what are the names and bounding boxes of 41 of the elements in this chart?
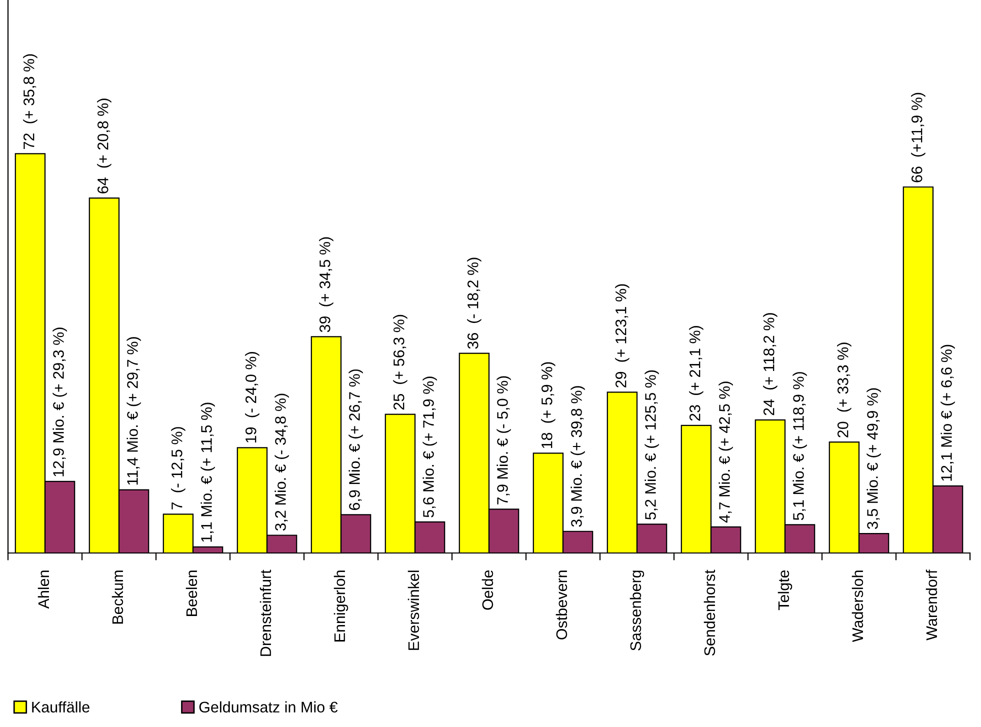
legend-label: Geldumsatz in Mio € <box>199 701 338 713</box>
x-tick-label: Ahlen <box>38 570 50 609</box>
data-label: 5,6 Mio. € (+ 71,9 %) <box>422 376 437 518</box>
data-label: 39 (+ 34,5 %) <box>319 237 334 332</box>
x-tick-label: Everswinkel <box>408 570 420 650</box>
data-label: 1,1 Mio. € (+ 11,5 %) <box>200 402 215 542</box>
data-label: 64 (+ 20,8 %) <box>97 98 112 194</box>
data-label: 7 (- 12,5 %) <box>171 427 186 510</box>
data-label: 5,1 Mio. € (+ 118,9 %) <box>792 372 807 520</box>
x-tick-label: Ostbevern <box>556 570 568 640</box>
data-label: 72 (+ 35,8 %) <box>23 54 38 149</box>
data-label: 3,9 Mio. € (+ 39,8 %) <box>570 386 585 527</box>
data-label: 36 (- 18,2 %) <box>467 258 482 349</box>
data-label: 3,2 Mio. € (- 34,8 %) <box>274 394 289 531</box>
x-tick-label: Sendenhorst <box>704 570 716 656</box>
data-label: 6,9 Mio. € (+ 26,7 %) <box>348 369 363 510</box>
data-label: 20 (+ 33,3 %) <box>837 342 852 438</box>
x-tick-label: Beckum <box>112 570 124 624</box>
data-label: 24 (+ 118,2 %) <box>763 313 778 416</box>
data-label: 4,7 Mio. € (+ 42,5 %) <box>718 382 733 523</box>
x-tick-label: Warendorf <box>926 570 938 640</box>
x-tick-label: Beelen <box>186 570 198 616</box>
x-tick-label: Wadersloh <box>852 570 864 642</box>
data-label: 23 (+ 21,1 %) <box>689 326 704 421</box>
x-tick-label: Drensteinfurt <box>260 570 272 656</box>
data-label: 25 (+ 56,3 %) <box>393 314 408 410</box>
x-tick-label: Ennigerloh <box>334 570 348 642</box>
data-label: 7,9 Mio. € (- 5,0 %) <box>496 376 511 504</box>
data-label: 12,1 Mio € (+ 6,6 %) <box>940 344 955 481</box>
data-label: 66 (+11,9 %) <box>911 92 926 182</box>
data-label: 12,9 Mio. € (+ 29,3 %) <box>52 328 67 476</box>
data-label: 19 (- 24,0 %) <box>245 352 260 442</box>
data-label: 29 (+ 123,1 %) <box>615 284 630 388</box>
legend-label: Kauffälle <box>32 701 90 713</box>
data-label: 5,2 Mio. € (+ 125,5 %) <box>644 370 659 520</box>
data-label: 11,4 Mio. € (+ 29,7 %) <box>126 337 141 485</box>
x-tick-label: Telgte <box>778 570 792 610</box>
data-label: 18 (+ 5,9 %) <box>541 362 556 448</box>
data-label: 3,5 Mio. € (+ 49,9 %) <box>866 388 881 530</box>
x-tick-label: Oelde <box>482 570 494 610</box>
x-tick-label: Sassenberg <box>630 570 644 651</box>
